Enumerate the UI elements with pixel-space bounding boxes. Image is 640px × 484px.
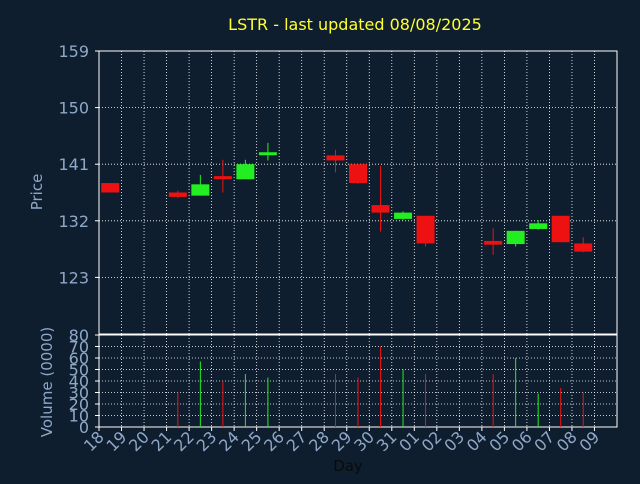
volume-tick-label: 40 bbox=[69, 372, 89, 391]
candle-body bbox=[416, 215, 435, 244]
candle-body bbox=[529, 223, 548, 229]
price-tick-label: 132 bbox=[58, 212, 89, 231]
volume-tick-label: 80 bbox=[69, 326, 89, 345]
volume-tick-label: 0 bbox=[79, 418, 89, 437]
volume-tick-label: 60 bbox=[69, 349, 89, 368]
price-tick-label: 141 bbox=[58, 155, 89, 174]
candle-body bbox=[168, 192, 187, 197]
volume-panel: 0102030405060708018192021222324252627282… bbox=[69, 326, 618, 455]
candle-body bbox=[551, 215, 570, 243]
candle-body bbox=[191, 184, 210, 196]
x-axis-label: Day bbox=[333, 457, 363, 475]
volume-tick-label: 70 bbox=[69, 338, 89, 357]
chart-title: LSTR - last updated 08/08/2025 bbox=[228, 15, 482, 34]
candle-body bbox=[574, 243, 593, 252]
candle-body bbox=[213, 176, 232, 180]
price-panel: 123 132 141 150 159 bbox=[58, 42, 618, 335]
volume-axis-label: Volume (0000) bbox=[38, 327, 56, 437]
candle-body bbox=[326, 155, 345, 161]
volume-tick-label: 30 bbox=[69, 384, 89, 403]
price-tick-label: 150 bbox=[58, 99, 89, 118]
candle-body bbox=[349, 164, 367, 184]
price-plot-frame bbox=[98, 50, 618, 335]
candle-body bbox=[394, 212, 413, 219]
candle-body bbox=[236, 164, 255, 180]
candle-body bbox=[484, 240, 503, 245]
volume-tick-label: 10 bbox=[69, 407, 89, 426]
volume-tick-label: 50 bbox=[69, 361, 89, 380]
price-tick-label: 123 bbox=[58, 268, 89, 287]
x-tick-label: 09 bbox=[575, 427, 603, 455]
price-tick-label: 159 bbox=[58, 42, 89, 61]
candle-body bbox=[258, 152, 277, 156]
volume-tick-label: 20 bbox=[69, 395, 89, 414]
candle-body bbox=[506, 230, 525, 245]
candle-body bbox=[101, 183, 120, 193]
price-axis-label: Price bbox=[28, 174, 46, 211]
candle-body bbox=[371, 205, 390, 213]
